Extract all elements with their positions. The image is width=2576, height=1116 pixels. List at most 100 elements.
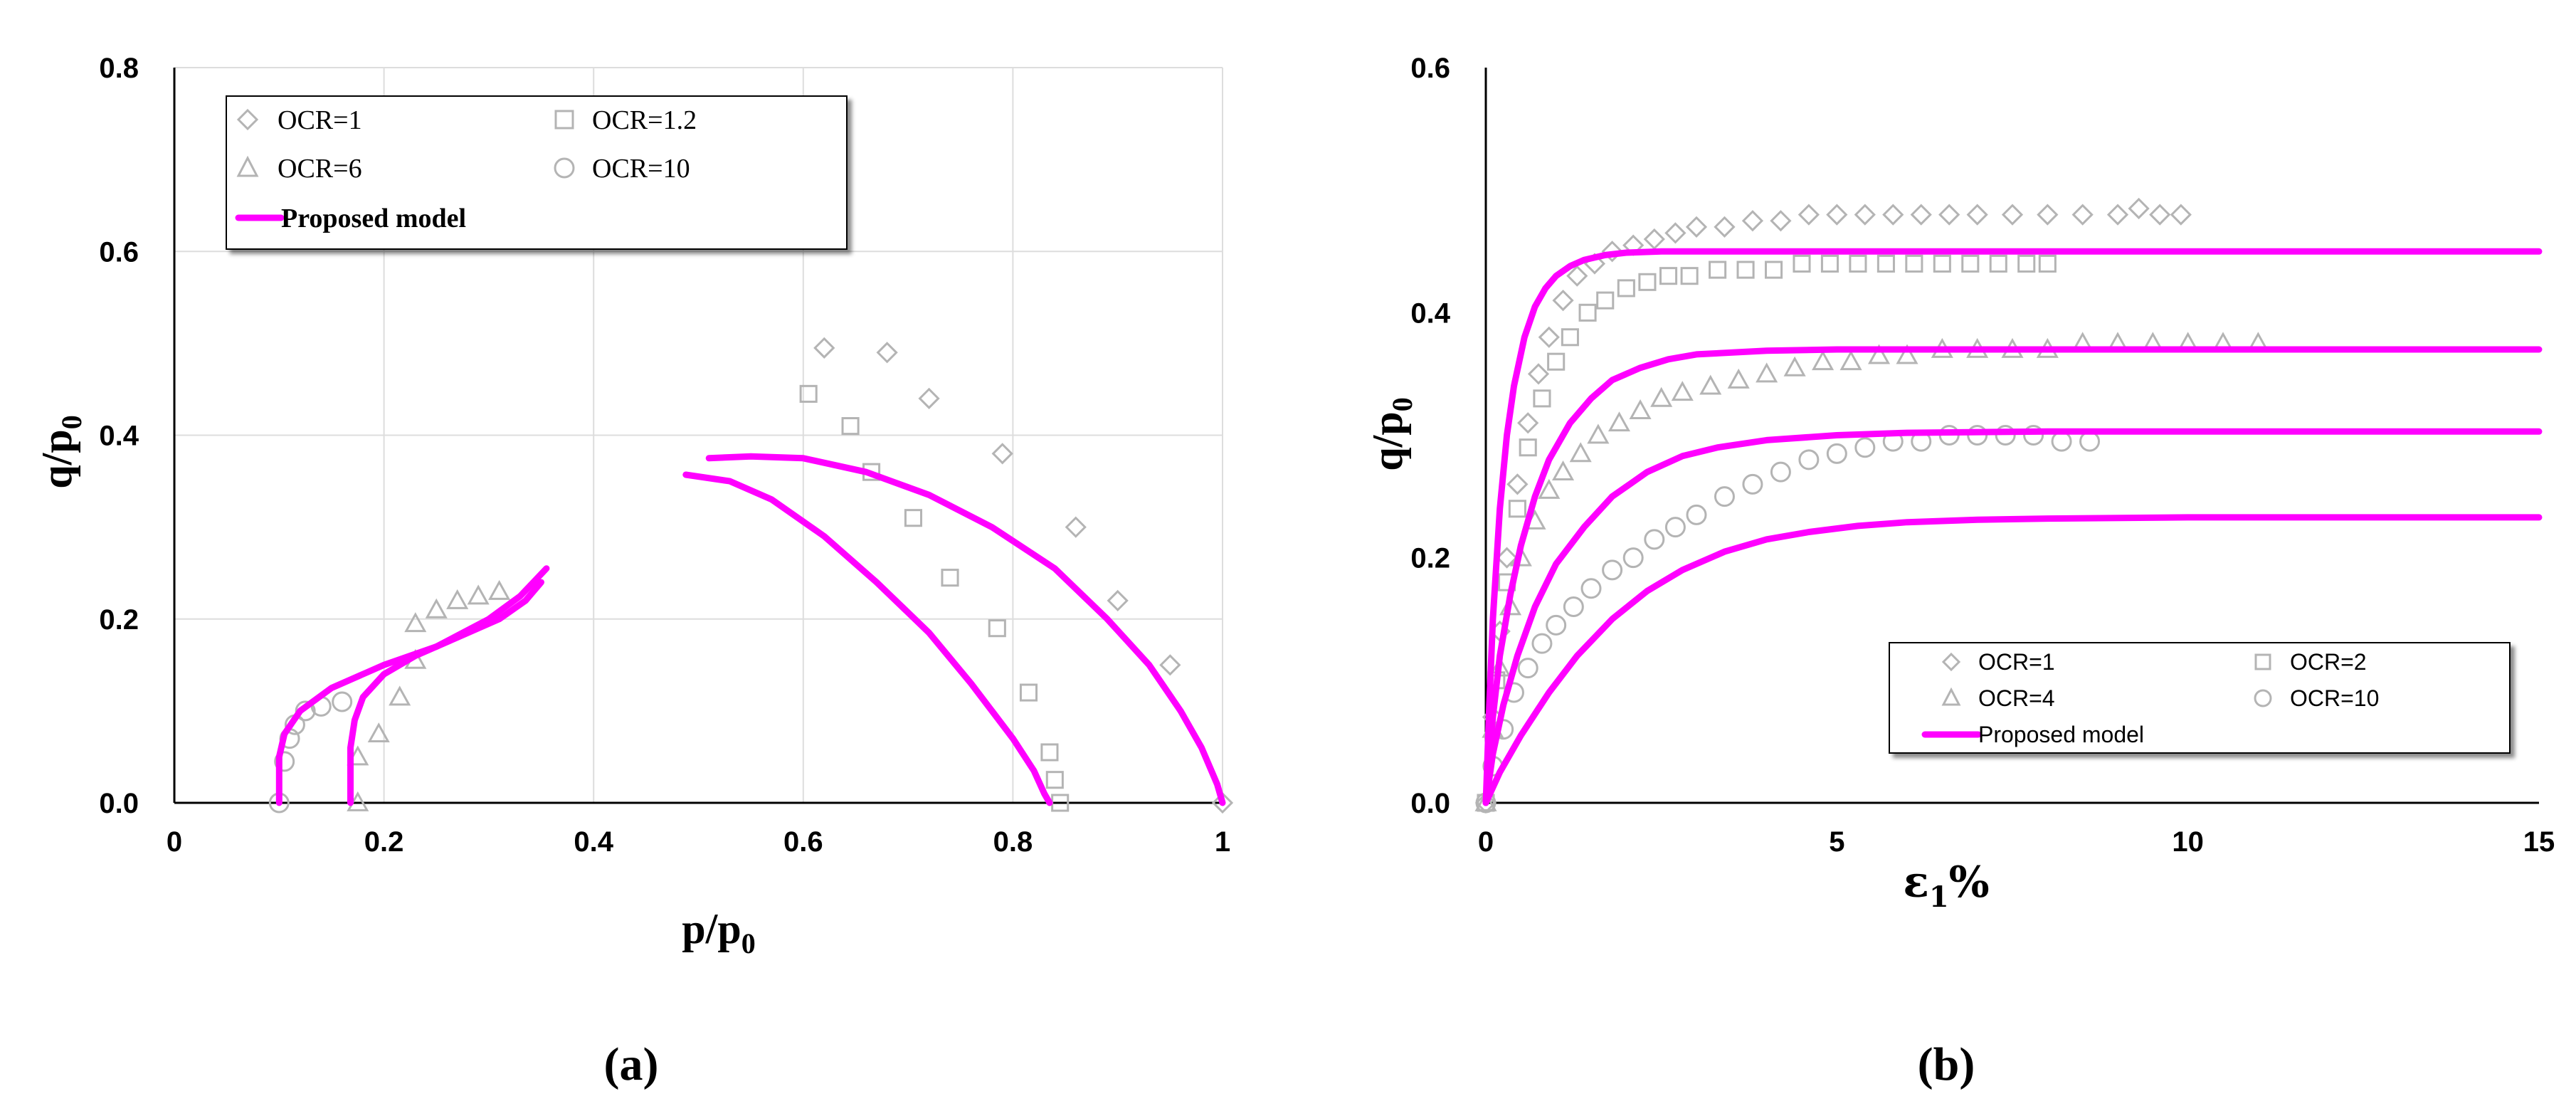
data-point-square: [1876, 254, 1895, 273]
data-point-diamond: [2106, 204, 2129, 226]
data-point-circle: [1602, 559, 1623, 581]
data-point-triangle: [389, 685, 411, 706]
data-point-square: [1961, 254, 1980, 273]
data-point-circle: [2023, 425, 2044, 446]
model-curve-0: [1482, 248, 2543, 806]
panel-a-tick-labels: 0 0.2 0.4 0.6 0.8 1 0.0 0.2 0.4 0.6 0.8: [99, 53, 1230, 858]
x-tick-label: 1: [1215, 826, 1230, 858]
data-point-diamond: [1714, 216, 1736, 238]
data-point-diamond: [2149, 204, 2171, 226]
x-tick-label: 10: [2172, 826, 2204, 858]
x-tick-label: 0: [167, 826, 182, 858]
panel-a-chart: 0 0.2 0.4 0.6 0.8 10.00.20.40.60.8 p/p0 q/p0 …: [33, 53, 1234, 1090]
data-point-diamond: [1685, 216, 1708, 238]
y-tick-label: 0.6: [1410, 53, 1450, 84]
legend-b-diamond-icon: [1941, 652, 1961, 672]
data-point-triangle: [1587, 423, 1610, 444]
data-point-triangle: [446, 589, 469, 609]
panel-a-model-curves: [275, 453, 1226, 806]
legend-b-circle-icon: [2254, 689, 2272, 707]
y-tick-label: 0.0: [99, 788, 139, 819]
data-point-diamond: [1506, 473, 1529, 495]
data-point-triangle: [1699, 374, 1722, 395]
data-point-triangle: [1629, 399, 1652, 419]
y-tick-label: 0.8: [99, 53, 139, 84]
legend-a-label-4: Proposed model: [281, 204, 466, 233]
data-point-diamond: [2037, 204, 2059, 226]
panel-a-legend-box: [226, 95, 848, 250]
legend-b-label-1: OCR=2: [2290, 649, 2367, 675]
data-point-circle: [1770, 461, 1791, 483]
x-tick-label: 15: [2523, 826, 2555, 858]
data-point-square: [2038, 254, 2057, 273]
data-point-circle: [2051, 431, 2072, 452]
data-point-circle: [1854, 437, 1876, 458]
data-point-diamond: [1966, 204, 1988, 226]
data-point-circle: [1826, 443, 1847, 464]
data-point-triangle: [1650, 386, 1673, 407]
data-point-triangle: [488, 579, 511, 600]
data-point-square: [1659, 267, 1678, 285]
data-point-square: [941, 569, 959, 587]
panel-b-model-curves: [1482, 248, 2543, 806]
panel-b-x-axis-label: ε1%: [1903, 858, 1989, 914]
legend-a-diamond-icon: [236, 108, 259, 131]
data-point-circle: [1664, 517, 1686, 538]
data-point-diamond: [1496, 547, 1518, 569]
model-curve-0: [275, 565, 550, 806]
data-point-diamond: [1798, 204, 1820, 226]
data-point-square: [1709, 260, 1727, 279]
data-point-triangle: [404, 612, 427, 633]
y-tick-label: 0.4: [1410, 298, 1450, 329]
data-point-square: [1820, 254, 1839, 273]
legend-b-label-0: OCR=1: [1978, 649, 2055, 675]
panel-b-legend: OCR=1 OCR=2 OCR=4 OCR=10 Proposed model: [1889, 642, 2511, 754]
data-point-square: [1533, 389, 1551, 408]
data-point-triangle: [1551, 460, 1575, 481]
data-point-diamond: [2170, 204, 2192, 226]
data-point-triangle: [1538, 478, 1561, 499]
x-tick-label: 0.2: [364, 826, 404, 858]
data-point-triangle: [1727, 368, 1750, 389]
data-point-diamond: [1552, 289, 1574, 312]
data-point-square: [1638, 273, 1657, 291]
model-curve-1: [1482, 346, 2543, 806]
legend-a-label-1: OCR=1.2: [592, 105, 697, 135]
data-point-diamond: [1826, 204, 1848, 226]
legend-b-square-icon: [2254, 653, 2271, 670]
data-point-diamond: [1854, 204, 1876, 226]
data-point-circle: [274, 751, 295, 772]
data-point-circle: [1995, 425, 2016, 446]
data-point-diamond: [1601, 241, 1623, 263]
panel-b-legend-box: [1889, 642, 2511, 754]
data-point-square: [841, 417, 860, 436]
data-point-triangle: [467, 584, 490, 605]
data-point-diamond: [2071, 204, 2094, 226]
data-point-square: [904, 509, 923, 527]
data-point-diamond: [2128, 197, 2150, 220]
data-point-square: [1933, 254, 1951, 273]
data-point-square: [1596, 291, 1615, 310]
data-point-square: [1764, 260, 1783, 279]
panel-b-tick-labels: 0 5 10 15 0.0 0.2 0.4 0.6: [1410, 53, 2555, 858]
data-point-circle: [1742, 473, 1763, 495]
model-curve-3: [705, 453, 1226, 806]
data-point-triangle: [1812, 350, 1835, 371]
data-point-triangle: [1896, 344, 1918, 364]
data-point-triangle: [1474, 791, 1497, 811]
data-point-diamond: [1741, 210, 1764, 232]
data-point-triangle: [1608, 411, 1631, 432]
data-point-circle: [2079, 431, 2101, 452]
data-point-circle: [1644, 529, 1665, 550]
x-tick-label: 0: [1478, 826, 1494, 858]
x-tick-label: 0.6: [783, 826, 823, 858]
panel-a-y-axis-label: q/p0: [33, 415, 88, 488]
data-point-diamond: [1938, 204, 1960, 226]
y-tick-label: 0.6: [99, 236, 139, 268]
data-point-square: [1578, 303, 1597, 322]
data-point-circle: [1798, 449, 1820, 470]
data-point-triangle: [1839, 350, 1862, 371]
y-tick-label: 0.0: [1410, 788, 1450, 819]
legend-b-label-3: OCR=10: [2290, 685, 2379, 711]
